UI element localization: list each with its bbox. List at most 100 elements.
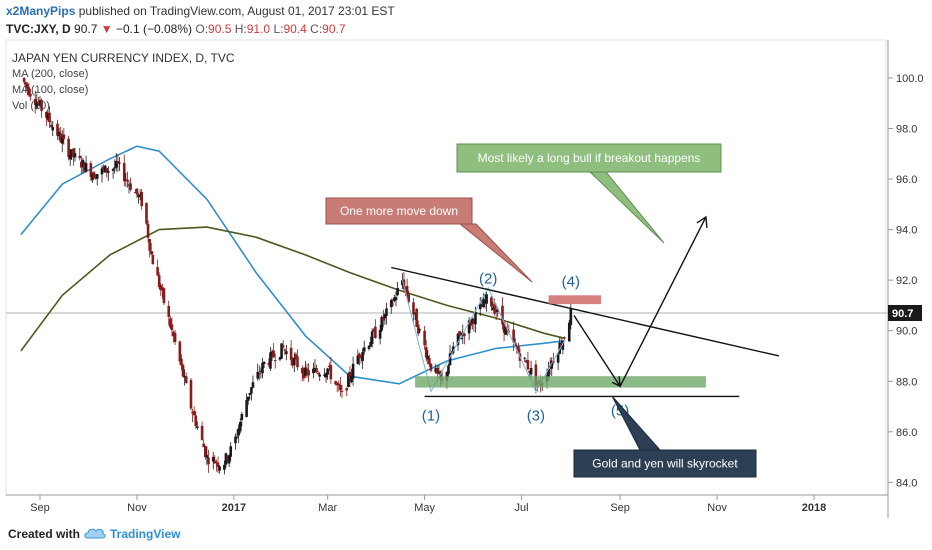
candle-body[interactable] xyxy=(561,340,565,350)
candle-body[interactable] xyxy=(339,384,342,391)
candle-body[interactable] xyxy=(459,337,463,339)
candle-body[interactable] xyxy=(337,383,341,386)
candle-body[interactable] xyxy=(70,149,74,157)
candle-body[interactable] xyxy=(116,161,120,164)
candle-body[interactable] xyxy=(172,331,175,337)
candle-body[interactable] xyxy=(227,455,231,464)
candle-body[interactable] xyxy=(124,179,128,181)
candle-body[interactable] xyxy=(380,316,384,331)
candle-body[interactable] xyxy=(447,365,450,375)
candle-body[interactable] xyxy=(502,321,506,333)
candle-body[interactable] xyxy=(138,194,142,197)
candle-body[interactable] xyxy=(57,131,61,137)
candle-body[interactable] xyxy=(235,436,239,438)
candle-body[interactable] xyxy=(490,297,493,307)
candle-body[interactable] xyxy=(315,368,318,372)
candle-body[interactable] xyxy=(296,356,299,368)
candle-body[interactable] xyxy=(159,285,163,291)
candle-body[interactable] xyxy=(456,333,460,346)
candle-body[interactable] xyxy=(558,342,562,354)
candle-body[interactable] xyxy=(369,342,372,347)
candle-body[interactable] xyxy=(25,84,29,89)
candle-body[interactable] xyxy=(73,153,77,158)
candle-body[interactable] xyxy=(359,356,363,359)
candle-body[interactable] xyxy=(426,355,430,360)
candle-body[interactable] xyxy=(424,347,428,358)
callout-down-box[interactable] xyxy=(325,197,473,225)
candle-body[interactable] xyxy=(294,354,298,358)
candle-body[interactable] xyxy=(361,352,364,361)
candle-body[interactable] xyxy=(458,331,461,336)
candle-body[interactable] xyxy=(83,162,86,172)
candle-body[interactable] xyxy=(405,285,409,296)
candle-body[interactable] xyxy=(350,375,353,383)
candle-body[interactable] xyxy=(33,98,37,105)
candle-body[interactable] xyxy=(393,297,396,302)
candle-body[interactable] xyxy=(278,357,282,360)
candle-body[interactable] xyxy=(127,184,131,186)
candle-body[interactable] xyxy=(251,382,255,388)
candle-body[interactable] xyxy=(213,460,217,464)
candle-body[interactable] xyxy=(437,372,441,374)
candle-body[interactable] xyxy=(291,358,295,366)
candle-body[interactable] xyxy=(72,148,75,158)
candle-body[interactable] xyxy=(60,137,64,144)
candle-body[interactable] xyxy=(469,320,473,326)
candle-body[interactable] xyxy=(35,102,39,108)
candle-body[interactable] xyxy=(100,168,104,175)
legend-ma200[interactable]: MA (200, close) xyxy=(12,68,89,80)
candle-body[interactable] xyxy=(269,352,272,369)
candle-body[interactable] xyxy=(362,347,366,352)
candle-body[interactable] xyxy=(434,367,438,373)
candle-body[interactable] xyxy=(211,456,215,462)
resistance-zone[interactable] xyxy=(548,295,602,305)
candle-body[interactable] xyxy=(105,167,109,173)
candle-body[interactable] xyxy=(22,77,26,82)
candle-body[interactable] xyxy=(515,347,519,350)
candle-body[interactable] xyxy=(517,346,520,353)
candle-body[interactable] xyxy=(316,372,320,374)
candle-body[interactable] xyxy=(246,396,250,401)
candle-body[interactable] xyxy=(528,370,531,373)
candle-body[interactable] xyxy=(378,329,382,339)
candle-body[interactable] xyxy=(92,172,96,179)
candle-body[interactable] xyxy=(304,367,307,376)
candle-body[interactable] xyxy=(94,177,97,179)
candle-body[interactable] xyxy=(418,329,422,331)
candle-body[interactable] xyxy=(48,112,51,123)
candle-body[interactable] xyxy=(161,287,164,291)
candle-body[interactable] xyxy=(84,163,88,172)
candle-body[interactable] xyxy=(451,346,455,354)
candle-body[interactable] xyxy=(347,374,350,387)
candle-body[interactable] xyxy=(167,305,171,317)
candle-body[interactable] xyxy=(157,275,161,288)
candle-body[interactable] xyxy=(267,362,271,365)
candle-body[interactable] xyxy=(238,422,242,432)
candle-body[interactable] xyxy=(300,368,304,374)
candle-body[interactable] xyxy=(29,93,32,97)
candle-body[interactable] xyxy=(496,309,500,312)
candle-body[interactable] xyxy=(24,82,27,85)
candle-body[interactable] xyxy=(480,306,484,308)
legend-ma100[interactable]: MA (100, close) xyxy=(12,84,89,96)
candle-body[interactable] xyxy=(478,304,482,310)
candle-body[interactable] xyxy=(472,319,476,325)
candle-body[interactable] xyxy=(372,330,376,332)
candle-body[interactable] xyxy=(569,308,573,325)
candle-body[interactable] xyxy=(56,123,59,136)
candle-body[interactable] xyxy=(283,349,287,351)
candle-body[interactable] xyxy=(385,308,388,316)
candle-body[interactable] xyxy=(413,312,417,314)
candle-body[interactable] xyxy=(351,363,355,379)
candle-body[interactable] xyxy=(504,326,507,335)
candle-body[interactable] xyxy=(494,310,498,313)
candle-body[interactable] xyxy=(259,370,263,372)
candle-body[interactable] xyxy=(203,446,207,458)
candle-body[interactable] xyxy=(229,446,233,457)
candle-body[interactable] xyxy=(194,415,198,427)
candle-body[interactable] xyxy=(113,167,116,169)
candle-body[interactable] xyxy=(493,304,496,314)
candle-body[interactable] xyxy=(358,353,361,359)
candle-body[interactable] xyxy=(467,320,471,334)
